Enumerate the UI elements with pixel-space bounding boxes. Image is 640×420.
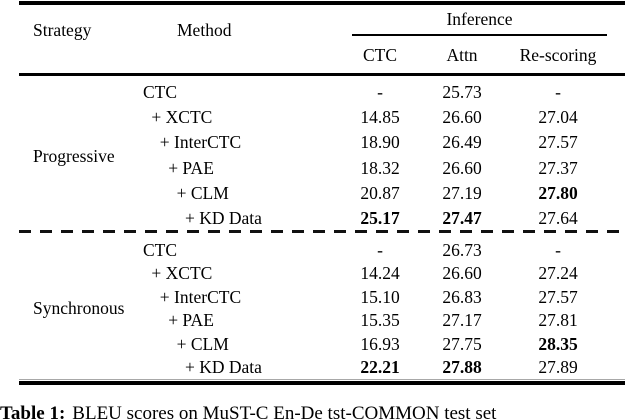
rescoring-value: 27.57 <box>538 286 578 307</box>
attn-value: 27.88 <box>442 357 482 377</box>
table-row: CTC - 25.73 - <box>0 80 640 105</box>
ctc-value: 18.32 <box>360 157 400 178</box>
ctc-value: 22.21 <box>360 357 400 377</box>
table-row: + CLM 20.87 27.19 27.80 <box>0 181 640 206</box>
strategy-label-synchronous: Synchronous <box>33 298 125 318</box>
attn-value: 27.19 <box>442 182 482 203</box>
table-row: + KD Data 22.21 27.88 27.89 <box>0 355 640 380</box>
attn-value: 27.75 <box>442 333 482 354</box>
ctc-value: 25.17 <box>360 208 400 228</box>
table-caption-label: Table 1: <box>0 403 66 420</box>
attn-value: 26.60 <box>442 263 482 284</box>
attn-value: 27.17 <box>442 310 482 331</box>
method-cell: + CLM <box>176 333 229 354</box>
table-row: + InterCTC 18.90 26.49 27.57 <box>0 130 640 155</box>
ctc-value: 20.87 <box>360 182 400 203</box>
method-cell: CTC <box>143 82 178 102</box>
table-row: + PAE 18.32 26.60 27.37 <box>0 156 640 181</box>
rescoring-value: 27.04 <box>538 107 578 128</box>
ctc-value: 15.35 <box>360 310 400 331</box>
method-cell: + KD Data <box>185 357 262 377</box>
column-header-method: Method <box>177 20 232 40</box>
method-cell: + PAE <box>168 310 214 331</box>
bottom-rule-thin <box>19 379 625 380</box>
inference-spanner-rule <box>352 34 607 36</box>
method-cell: + KD Data <box>185 208 262 228</box>
rescoring-value: 27.80 <box>538 182 578 203</box>
attn-value: 26.83 <box>442 286 482 307</box>
rescoring-value: 27.57 <box>538 132 578 153</box>
table-caption: Table 1: BLEU scores on MuST-C En-De tst-… <box>0 403 640 420</box>
attn-value: 26.60 <box>442 157 482 178</box>
top-rule <box>19 1 625 5</box>
ctc-value: 15.10 <box>360 286 400 307</box>
method-cell: CTC <box>143 240 178 260</box>
method-cell: + XCTC <box>151 107 213 128</box>
attn-value: 26.73 <box>442 240 482 260</box>
method-cell: + PAE <box>168 157 214 178</box>
column-header-strategy: Strategy <box>33 20 92 40</box>
ctc-value: 14.24 <box>360 263 400 284</box>
column-header-rescoring: Re-scoring <box>519 45 597 65</box>
section-divider-dashed-rule <box>19 230 625 233</box>
rescoring-value: 27.64 <box>538 208 578 228</box>
table-row: + CLM 16.93 27.75 28.35 <box>0 332 640 357</box>
method-cell: + XCTC <box>151 263 213 284</box>
rescoring-value: 27.81 <box>538 310 578 331</box>
rescoring-value: 27.89 <box>538 357 578 377</box>
table-row: CTC - 26.73 - <box>0 238 640 263</box>
header-bottom-rule <box>19 73 625 76</box>
rescoring-value: 27.24 <box>538 263 578 284</box>
ctc-value: 16.93 <box>360 333 400 354</box>
method-cell: + InterCTC <box>159 286 242 307</box>
table-row: + InterCTC 15.10 26.83 27.57 <box>0 285 640 310</box>
attn-value: 26.49 <box>442 132 482 153</box>
method-cell: + CLM <box>176 182 229 203</box>
ctc-value: - <box>377 240 383 260</box>
ctc-value: - <box>377 82 383 102</box>
ctc-value: 18.90 <box>360 132 400 153</box>
table-caption-text: BLEU scores on MuST-C En-De tst-COMMON t… <box>72 403 497 420</box>
column-header-inference: Inference <box>446 9 513 29</box>
ctc-value: 14.85 <box>360 107 400 128</box>
table-row: + KD Data 25.17 27.47 27.64 <box>0 206 640 231</box>
table-row: + PAE 15.35 27.17 27.81 <box>0 308 640 333</box>
attn-value: 27.47 <box>442 208 482 228</box>
strategy-label-progressive: Progressive <box>33 146 115 166</box>
attn-value: 26.60 <box>442 107 482 128</box>
rescoring-value: - <box>555 240 561 260</box>
column-header-ctc: CTC <box>362 45 398 65</box>
rescoring-value: - <box>555 82 561 102</box>
bottom-rule-thick <box>19 381 625 385</box>
attn-value: 25.73 <box>442 82 482 102</box>
table-row: + XCTC 14.24 26.60 27.24 <box>0 261 640 286</box>
column-header-attn: Attn <box>446 45 478 65</box>
table-row: + XCTC 14.85 26.60 27.04 <box>0 105 640 130</box>
rescoring-value: 27.37 <box>538 157 578 178</box>
method-cell: + InterCTC <box>159 132 242 153</box>
rescoring-value: 28.35 <box>538 333 578 354</box>
